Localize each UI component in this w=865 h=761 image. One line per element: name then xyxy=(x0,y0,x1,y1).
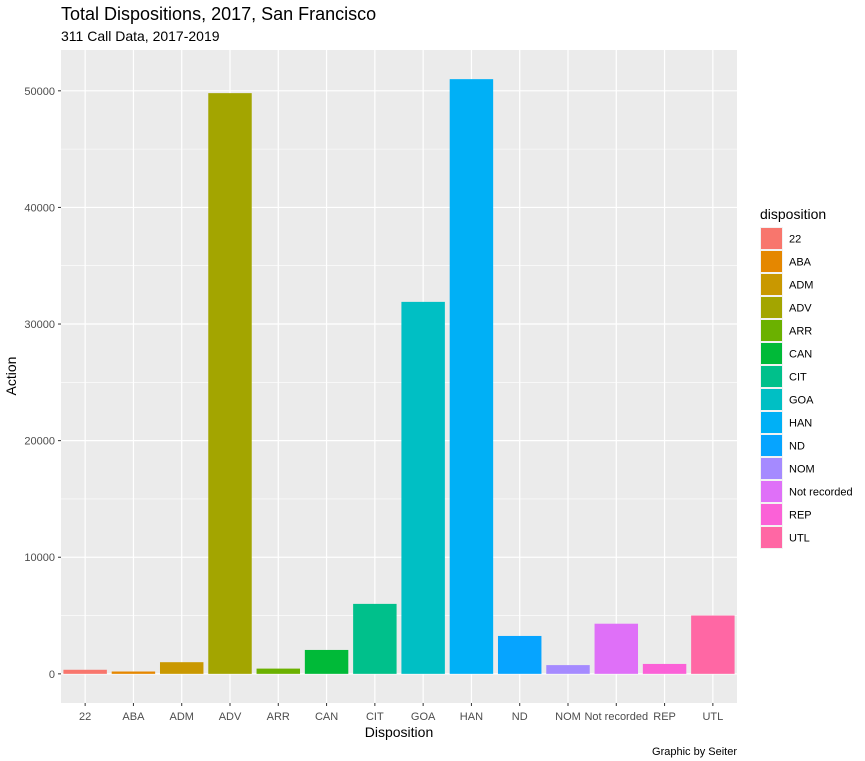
legend-label: ADV xyxy=(789,303,812,315)
bar-can xyxy=(304,649,349,674)
legend-label: GOA xyxy=(789,395,814,407)
legend-key xyxy=(761,320,782,341)
bar-nd xyxy=(497,635,542,674)
x-tick-label: CAN xyxy=(315,711,338,723)
legend-key xyxy=(761,366,782,387)
plot-panel xyxy=(61,50,737,703)
legend-label: ABA xyxy=(789,257,812,269)
bar-utl xyxy=(691,615,735,674)
legend-key xyxy=(761,389,782,410)
y-tick-label: 40000 xyxy=(24,202,55,214)
bar-nom xyxy=(546,665,590,674)
legend-key xyxy=(761,297,782,318)
legend-key xyxy=(761,343,782,364)
bar-aba xyxy=(111,671,156,674)
legend-label: ND xyxy=(789,441,805,453)
legend-key xyxy=(761,251,782,272)
bar-not-recorded xyxy=(594,623,639,674)
x-axis-title: Disposition xyxy=(365,724,433,740)
bar-arr xyxy=(256,668,301,674)
bar-rep xyxy=(642,663,687,674)
x-tick-label: UTL xyxy=(702,711,723,723)
legend-label: NOM xyxy=(789,464,815,476)
x-tick-label: 22 xyxy=(79,711,91,723)
x-tick-label: NOM xyxy=(555,711,581,723)
bars xyxy=(63,79,735,674)
x-tick-label: ABA xyxy=(122,711,145,723)
legend-label: REP xyxy=(789,510,812,522)
bar-22 xyxy=(63,669,107,674)
y-axis-ticks: 0 10000 20000 30000 40000 50000 xyxy=(24,86,61,681)
legend-label: CAN xyxy=(789,349,812,361)
legend-label: HAN xyxy=(789,418,812,430)
chart-caption: Graphic by Seiter xyxy=(652,746,737,758)
legend-key xyxy=(761,228,782,249)
x-tick-label: ND xyxy=(512,711,528,723)
bar-cit xyxy=(353,603,397,674)
legend-key xyxy=(761,435,782,456)
legend-label: ADM xyxy=(789,280,813,292)
x-tick-label: ADV xyxy=(219,711,242,723)
chart-subtitle: 311 Call Data, 2017-2019 xyxy=(61,28,220,44)
x-tick-label: ARR xyxy=(267,711,290,723)
legend: disposition 22 ABA ADM ADV ARR CAN CIT GOA HAN ND… xyxy=(760,206,853,549)
y-tick-label: 20000 xyxy=(24,436,55,448)
x-tick-label: HAN xyxy=(460,711,483,723)
bar-goa xyxy=(401,301,445,674)
legend-label: ARR xyxy=(789,326,812,338)
legend-key xyxy=(761,458,782,479)
legend-title: disposition xyxy=(760,206,826,222)
bar-adm xyxy=(159,662,204,674)
y-tick-label: 50000 xyxy=(24,86,55,98)
y-tick-label: 10000 xyxy=(24,552,55,564)
x-tick-label: Not recorded xyxy=(584,711,648,723)
y-tick-label: 0 xyxy=(49,669,55,681)
bar-adv xyxy=(208,93,252,674)
legend-label: 22 xyxy=(789,234,801,246)
bar-han xyxy=(449,79,494,674)
x-tick-label: GOA xyxy=(411,711,436,723)
chart-title: Total Dispositions, 2017, San Francisco xyxy=(61,4,376,24)
legend-key xyxy=(761,504,782,525)
x-tick-label: ADM xyxy=(169,711,193,723)
y-tick-label: 30000 xyxy=(24,319,55,331)
legend-key xyxy=(761,481,782,502)
y-axis-title: Action xyxy=(3,357,19,396)
legend-key xyxy=(761,412,782,433)
legend-label: CIT xyxy=(789,372,807,384)
legend-label: Not recorded xyxy=(789,487,853,499)
legend-key xyxy=(761,527,782,548)
x-axis-ticks: 22 ABA ADM ADV ARR CAN CIT GOA HAN ND NOM Not recor… xyxy=(79,703,723,723)
x-tick-label: CIT xyxy=(366,711,384,723)
legend-key xyxy=(761,274,782,295)
legend-label: UTL xyxy=(789,533,810,545)
x-tick-label: REP xyxy=(653,711,676,723)
